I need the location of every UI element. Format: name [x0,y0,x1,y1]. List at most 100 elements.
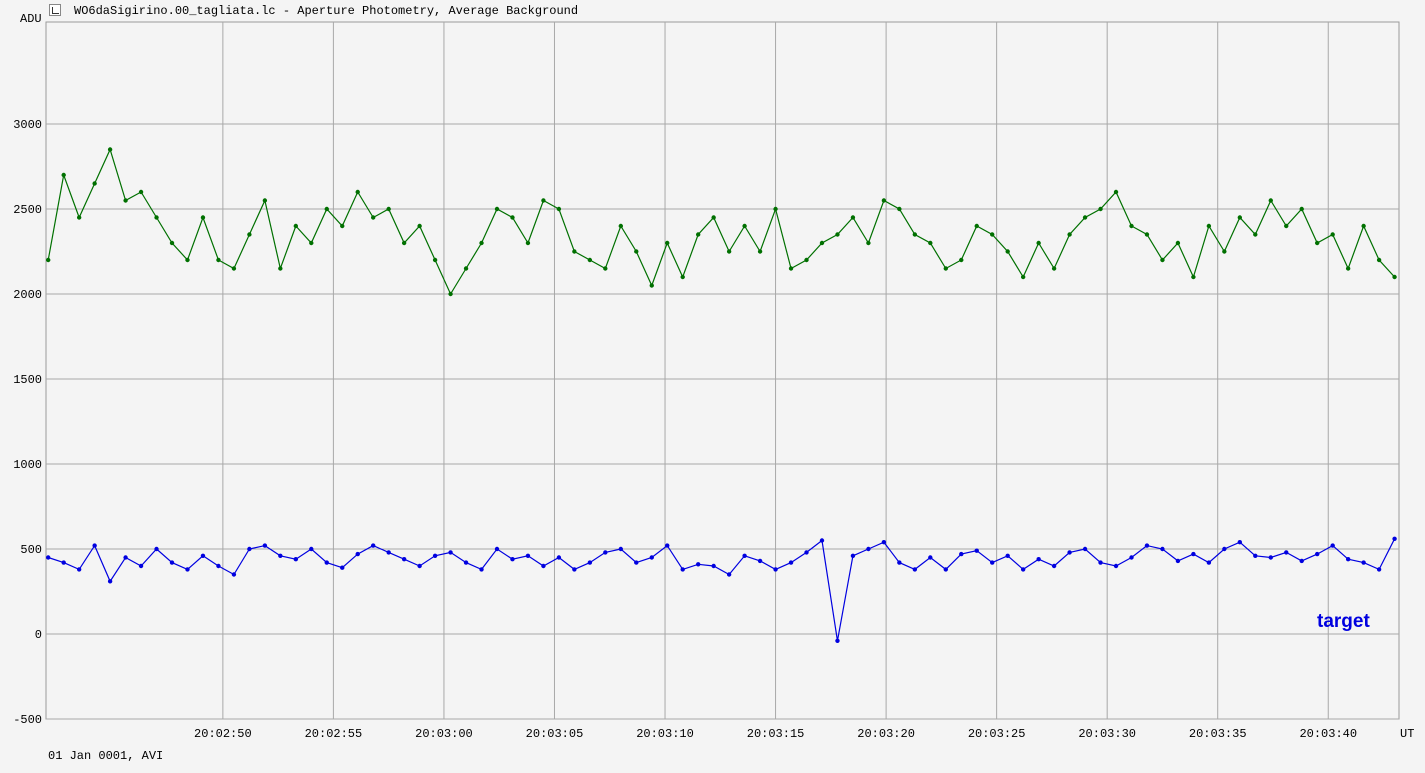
data-point [680,567,685,572]
data-point [1237,540,1243,545]
y-tick-label: 3000 [13,118,42,132]
window-title: WO6daSigirino.00_tagliata.lc - Aperture … [56,4,578,18]
data-point [1376,257,1382,263]
y-tick-label: -500 [13,713,42,727]
data-point [1175,558,1181,564]
footer-text: 01 Jan 0001, AVI [48,749,163,763]
data-point [943,567,948,572]
data-point [1129,555,1134,560]
x-tick-label: 20:03:30 [1078,727,1136,741]
data-point [510,557,515,562]
data-point [928,555,933,560]
data-point [1005,249,1010,254]
data-point [1051,563,1057,569]
data-point [1299,206,1304,212]
data-point [432,553,438,558]
data-point [448,291,453,297]
x-tick-label: 20:03:05 [526,727,584,741]
data-point [742,553,747,558]
data-point [448,550,453,555]
data-point [1082,546,1088,552]
data-point [912,232,918,237]
data-point [324,206,329,212]
data-point [1144,232,1150,237]
data-point [355,551,360,557]
data-point [788,560,794,565]
x-tick-label: 20:02:50 [194,727,252,741]
data-point [1253,553,1258,558]
data-point [1160,546,1165,552]
x-tick-label: 20:03:35 [1189,727,1247,741]
data-point [46,555,51,560]
data-point [850,553,856,558]
data-point [897,206,902,212]
data-point [401,557,407,562]
data-point [154,215,159,220]
data-point [634,560,639,565]
series-0 [46,147,1397,297]
data-point [804,550,809,555]
data-point [1361,223,1366,229]
data-point [773,567,778,572]
data-point [959,551,964,557]
data-point [990,232,995,237]
data-point [1268,555,1273,560]
data-point [835,638,840,643]
data-point [695,562,701,567]
data-point [324,560,329,565]
data-point [618,546,624,552]
data-point [556,555,562,560]
data-point [463,266,469,271]
data-point [866,240,871,246]
data-point [76,215,82,220]
series-1 [46,536,1397,643]
data-point [603,266,608,271]
y-tick-label: 0 [35,628,42,642]
data-point [479,567,484,572]
data-point [974,548,979,553]
data-point [1160,257,1165,263]
data-point [634,249,639,254]
data-point [1067,232,1072,237]
data-point [61,172,66,178]
data-point [262,543,268,548]
x-tick-label: 20:03:10 [636,727,694,741]
x-tick-label: 20:03:40 [1299,727,1357,741]
data-point [340,565,345,570]
data-point [726,249,732,254]
data-point [61,560,66,565]
data-point [262,198,268,203]
grid [46,22,1399,720]
data-point [123,198,128,203]
data-point [541,563,546,569]
data-point [216,257,221,263]
data-point [1191,551,1196,557]
data-point [1268,198,1273,203]
data-point [169,240,175,246]
data-point [587,560,593,565]
data-point [897,560,902,565]
y-axis-label: ADU [20,12,42,26]
data-point [525,553,531,558]
data-point [1036,557,1041,562]
data-point [107,147,113,152]
data-point [309,546,314,552]
data-point [107,579,113,584]
x-tick-label: 20:03:20 [857,727,915,741]
data-point [494,206,500,212]
data-point [1392,536,1397,541]
data-point [525,240,531,246]
app-icon [49,4,61,16]
data-point [1284,550,1289,555]
x-tick-label: 20:03:25 [968,727,1026,741]
data-point [247,546,252,552]
data-point [680,274,685,280]
data-point [247,232,252,237]
data-point [773,206,778,212]
data-point [1315,240,1320,246]
data-point [138,563,144,569]
data-point [92,181,97,186]
plot-area [45,21,1400,720]
data-point [76,567,82,572]
